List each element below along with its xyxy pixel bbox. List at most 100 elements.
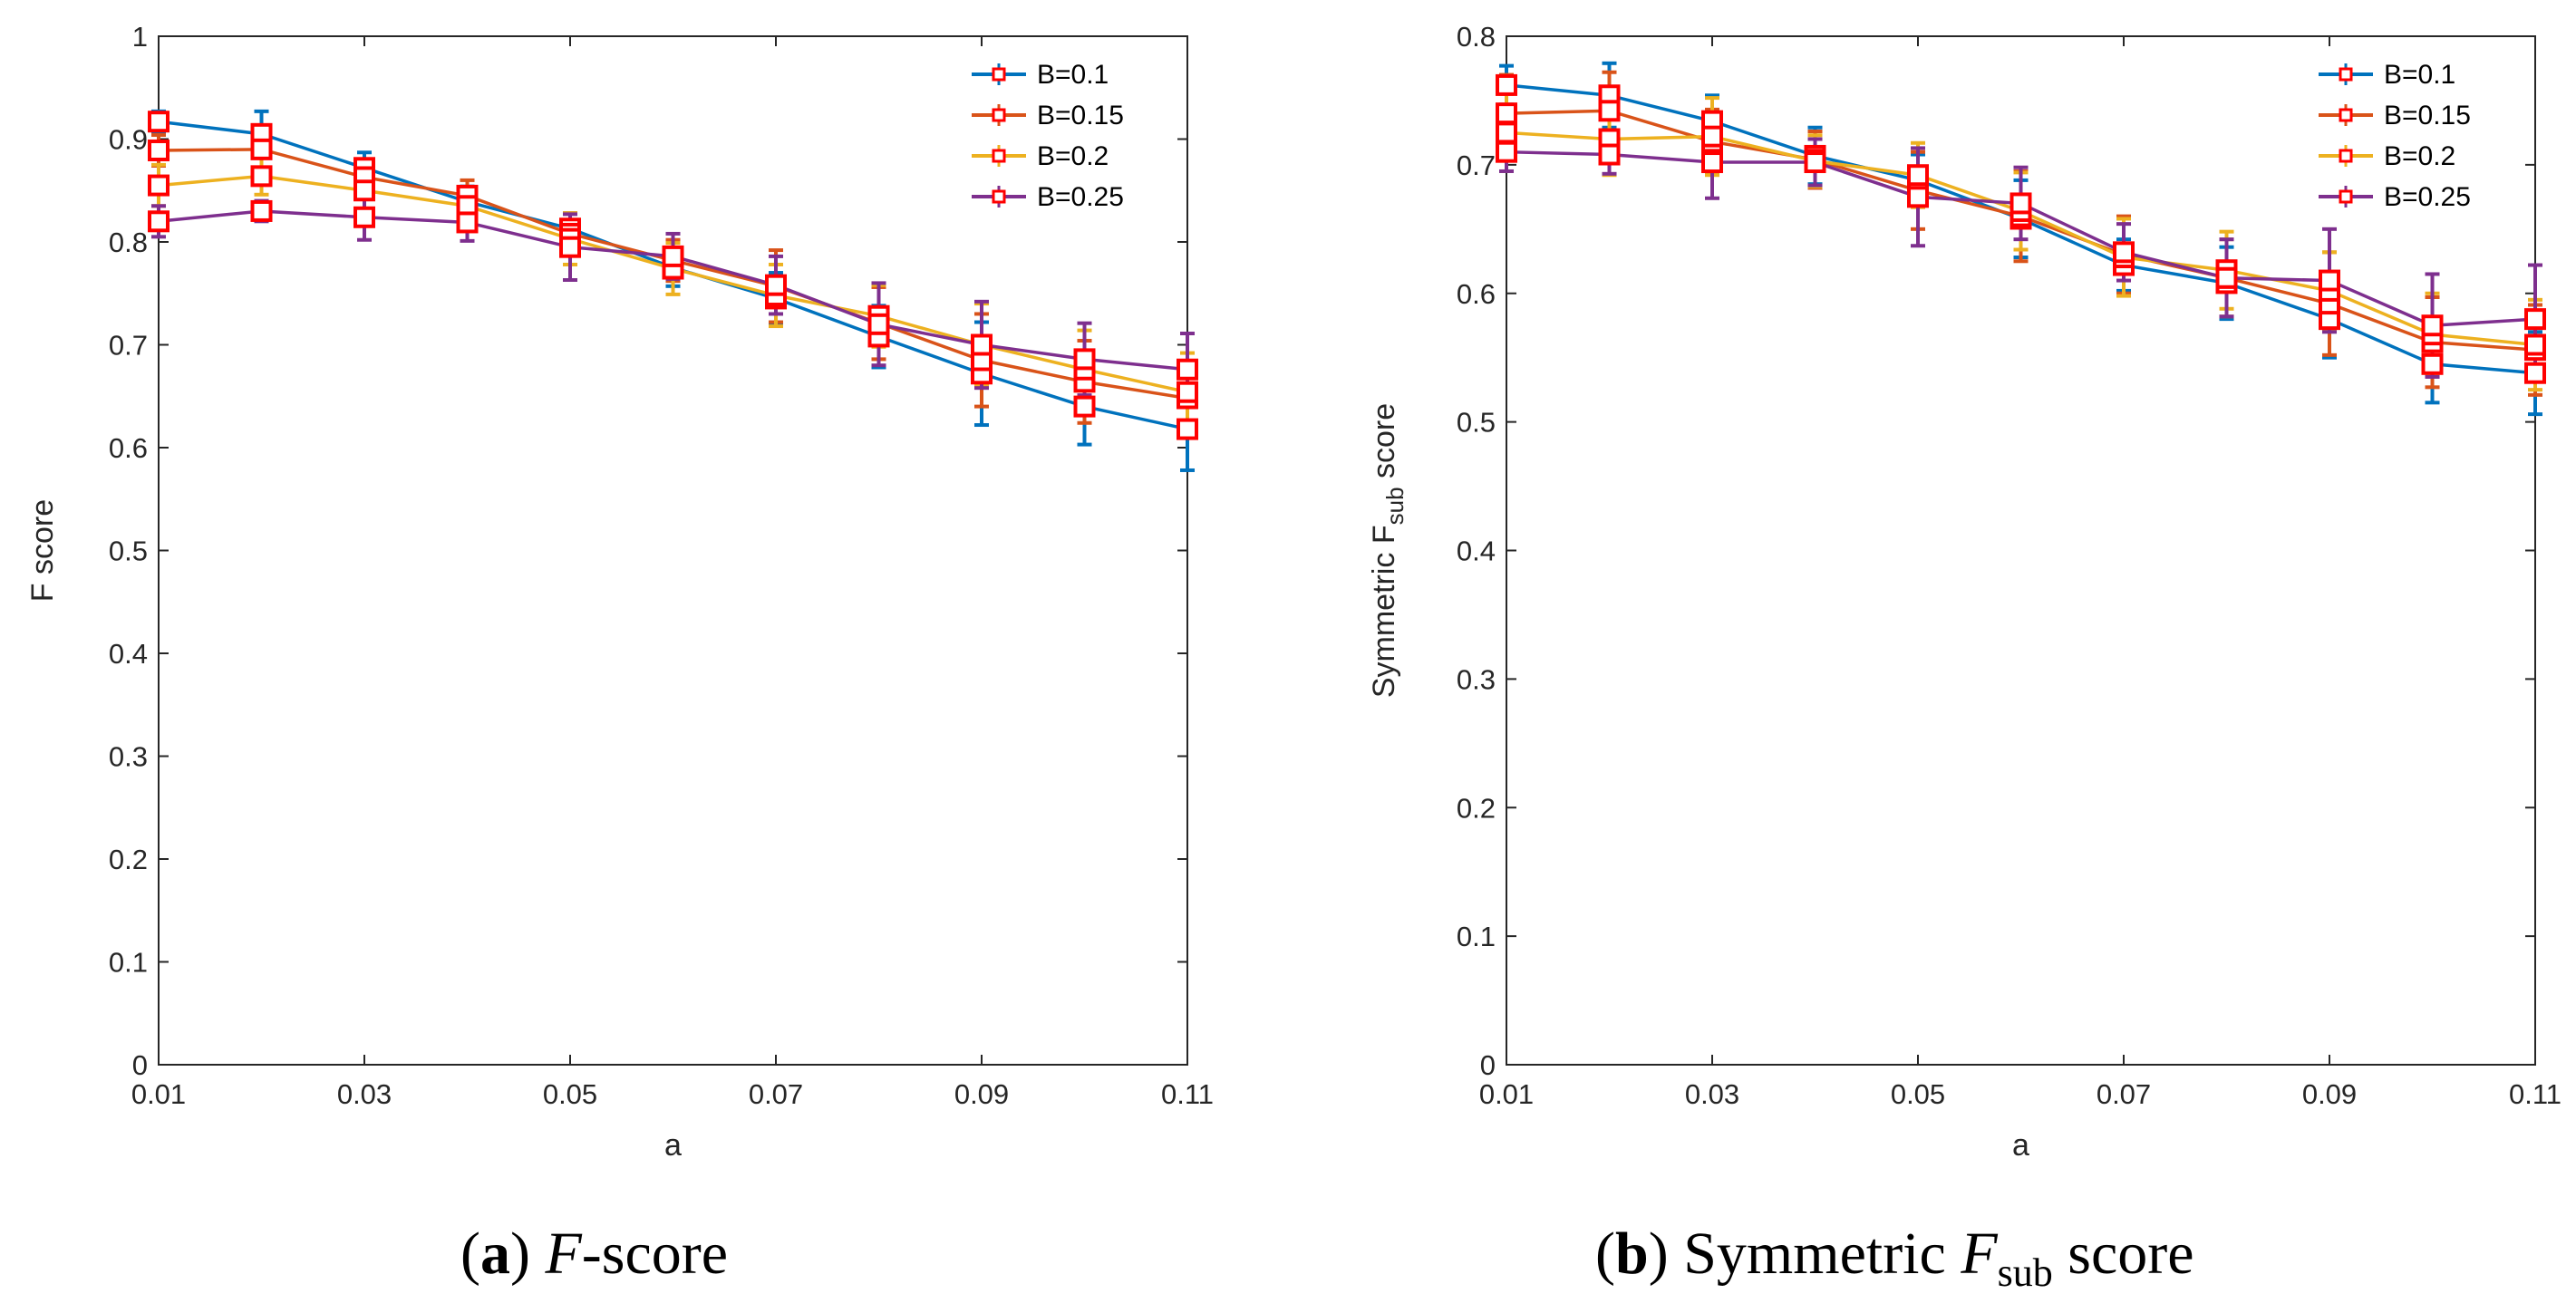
data-point xyxy=(2009,192,2032,215)
panel-a: 0 0.1 0.2 0.3 0.4 0.5 0.6 0.7 0.8 0.9 1 0.01 0.03 0.0… xyxy=(25,21,1214,1163)
data-point xyxy=(2113,241,2135,264)
x-tick-label: 0.11 xyxy=(1161,1078,1214,1110)
x-tick-label: 0.07 xyxy=(749,1078,803,1110)
y-tick-label: 0.5 xyxy=(1457,407,1496,439)
x-tick-label: 0.03 xyxy=(1685,1078,1739,1110)
data-point xyxy=(1598,100,1621,122)
data-point xyxy=(765,274,787,296)
data-point xyxy=(148,174,169,197)
y-tick-label: 0.4 xyxy=(1457,536,1496,567)
data-point xyxy=(1496,73,1517,96)
legend: B=0.1 B=0.15 B=0.2 B=0.25 xyxy=(2319,60,2471,212)
legend-label: B=0.15 xyxy=(2384,101,2471,130)
caption-b-sub: sub xyxy=(1998,1250,2053,1295)
y-tick-label: 0.6 xyxy=(109,432,148,464)
data-point xyxy=(2524,333,2546,356)
x-tick-label: 0.05 xyxy=(1891,1078,1945,1110)
data-point xyxy=(2421,352,2444,375)
data-point xyxy=(559,236,581,258)
data-point xyxy=(2319,269,2340,292)
legend-marker xyxy=(2339,149,2353,163)
data-point xyxy=(2215,266,2238,289)
data-point xyxy=(1496,121,1517,144)
data-point xyxy=(1073,395,1096,418)
data-point xyxy=(867,313,890,335)
x-tick-label: 0.05 xyxy=(543,1078,597,1110)
caption-a-tag: a xyxy=(480,1221,510,1287)
y-axis-label-main: F score xyxy=(25,499,60,602)
caption-b: (b) Symmetric Fsub score xyxy=(1595,1221,2194,1295)
y-tick-label: 0 xyxy=(1480,1049,1496,1081)
y-axis-label-tail: score xyxy=(1367,403,1401,488)
data-point xyxy=(1804,151,1826,174)
x-tick-label: 0.01 xyxy=(131,1078,186,1110)
data-point xyxy=(1598,143,1621,166)
data-point xyxy=(1496,140,1517,163)
y-axis-label: Symmetric Fsub score xyxy=(1367,403,1409,698)
legend-label: B=0.25 xyxy=(1037,182,1124,212)
plot-area xyxy=(158,35,1188,1066)
y-tick-label: 0.3 xyxy=(109,741,148,773)
x-tick-label: 0.01 xyxy=(1479,1078,1534,1110)
data-point xyxy=(1073,348,1096,371)
y-tick-label: 0.6 xyxy=(1457,278,1496,310)
x-tick-label: 0.11 xyxy=(2509,1078,2561,1110)
y-tick-label: 0.7 xyxy=(109,330,148,362)
legend-label: B=0.2 xyxy=(1037,141,1109,171)
x-tick-label: 0.09 xyxy=(2302,1078,2357,1110)
legend-marker xyxy=(992,67,1006,82)
data-point xyxy=(148,210,169,233)
x-axis-label: a xyxy=(664,1128,682,1163)
caption-b-tag: b xyxy=(1615,1221,1649,1287)
data-point xyxy=(1177,381,1198,403)
legend-marker xyxy=(2339,67,2353,82)
caption-b-italic: F xyxy=(1960,1221,1998,1287)
panel-b: 0 0.1 0.2 0.3 0.4 0.5 0.6 0.7 0.8 0.01 0.03 0.05 0.0… xyxy=(1367,21,2561,1163)
y-tick-label: 0.2 xyxy=(109,844,148,875)
data-point xyxy=(1496,102,1517,125)
caption-b-rest: score xyxy=(2053,1221,2194,1287)
data-point xyxy=(1701,125,1723,148)
y-tick-label: 0.8 xyxy=(1457,21,1496,53)
data-point xyxy=(1907,164,1929,187)
data-point xyxy=(1177,358,1198,381)
legend-marker xyxy=(992,149,1006,163)
y-tick-label: 0.1 xyxy=(109,947,148,979)
data-point xyxy=(1701,151,1723,174)
y-axis-label: F score xyxy=(25,499,60,602)
legend-marker xyxy=(2339,108,2353,122)
legend-marker xyxy=(992,108,1006,122)
y-tick-label: 1 xyxy=(132,21,148,53)
y-tick-label: 0 xyxy=(132,1049,148,1081)
y-tick-label: 0.9 xyxy=(109,124,148,156)
legend-marker xyxy=(2339,189,2353,204)
markers-B=0.25 xyxy=(148,199,1198,381)
y-tick-label: 0.3 xyxy=(1457,663,1496,695)
data-point xyxy=(456,211,479,234)
legend-label: B=0.25 xyxy=(2384,182,2471,212)
data-point xyxy=(1177,418,1198,440)
legend-label: B=0.1 xyxy=(2384,60,2455,90)
data-point xyxy=(662,245,684,267)
data-point xyxy=(2524,308,2546,331)
caption-b-prefix: Symmetric xyxy=(1683,1221,1961,1287)
data-point xyxy=(353,179,375,202)
y-tick-label: 0.4 xyxy=(109,638,148,670)
data-point xyxy=(1907,186,1929,208)
y-tick-label: 0.7 xyxy=(1457,150,1496,181)
y-tick-label: 0.5 xyxy=(109,536,148,567)
legend-label: B=0.1 xyxy=(1037,60,1109,90)
data-point xyxy=(250,199,273,222)
legend-label: B=0.15 xyxy=(1037,101,1124,130)
data-point xyxy=(148,111,169,133)
y-tick-label: 0.8 xyxy=(109,227,148,258)
caption-a-italic: F xyxy=(544,1221,582,1287)
data-point xyxy=(148,139,169,161)
caption-a-rest: -score xyxy=(582,1221,728,1287)
data-point xyxy=(971,333,993,356)
x-tick-label: 0.03 xyxy=(337,1078,392,1110)
y-tick-label: 0.2 xyxy=(1457,792,1496,824)
data-point xyxy=(2421,314,2444,337)
data-point xyxy=(250,165,273,188)
